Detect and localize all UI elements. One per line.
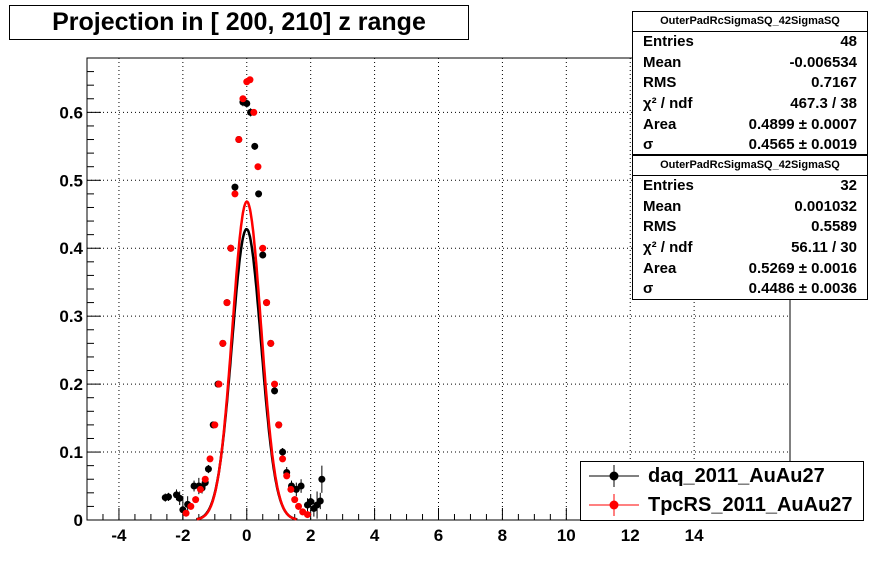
stats-box-tpcrs: OuterPadRcSigmaSQ_42SigmaSQ Entries 32 Me…	[632, 155, 868, 300]
data-point-tpcrs	[182, 509, 190, 517]
data-point-daq	[243, 100, 251, 108]
x-tick-label: -2	[175, 526, 190, 545]
data-point-tpcrs	[263, 299, 271, 307]
data-point-tpcrs	[235, 136, 243, 144]
stats-row-sigma: σ 0.4565 ± 0.0019	[643, 136, 857, 154]
data-point-tpcrs	[223, 299, 231, 307]
data-point-tpcrs	[227, 244, 235, 252]
legend-marker-daq	[589, 465, 639, 487]
data-point-daq	[231, 183, 239, 191]
chart-title-box: Projection in [ 200, 210] z range	[9, 5, 469, 40]
stats-row-entries: Entries 32	[643, 177, 857, 194]
data-point-tpcrs	[192, 496, 200, 504]
data-point-tpcrs	[287, 485, 295, 493]
stats-row-area: Area 0.5269 ± 0.0016	[643, 259, 857, 277]
x-tick-label: 6	[434, 526, 443, 545]
data-point-daq	[259, 251, 267, 259]
data-point-tpcrs	[211, 421, 219, 429]
stats-row-rms: RMS 0.7167	[643, 74, 857, 92]
data-point-tpcrs	[206, 455, 214, 463]
x-tick-label: 12	[621, 526, 640, 545]
data-point-daq	[204, 465, 212, 473]
data-point-tpcrs	[291, 496, 299, 504]
data-point-tpcrs	[295, 502, 303, 510]
legend-entry-daq: daq_2011_AuAu27	[581, 462, 863, 491]
data-point-tpcrs	[254, 163, 262, 171]
data-point-tpcrs	[303, 511, 311, 519]
stats-row-chi2: χ² / ndf 56.11 / 30	[643, 239, 857, 257]
y-tick-label: 0.2	[59, 375, 83, 394]
data-point-tpcrs	[279, 455, 287, 463]
data-point-daq	[316, 497, 324, 505]
data-point-tpcrs	[219, 339, 227, 347]
data-point-daq	[271, 387, 279, 395]
stats-row-mean: Mean -0.006534	[643, 53, 857, 71]
y-tick-label: 0.1	[59, 443, 83, 462]
data-point-daq	[176, 494, 184, 502]
y-tick-label: 0	[74, 511, 83, 530]
fit-curve-tpcrs	[196, 200, 297, 521]
stats-row-chi2: χ² / ndf 467.3 / 38	[643, 95, 857, 113]
data-point-tpcrs	[271, 380, 279, 388]
data-point-daq	[190, 482, 198, 490]
data-point-daq	[255, 190, 263, 198]
legend-marker-tpcrs	[589, 494, 639, 516]
data-point-tpcrs	[231, 190, 239, 198]
stats-row-mean: Mean 0.001032	[643, 197, 857, 215]
x-tick-label: 0	[242, 526, 251, 545]
data-point-tpcrs	[246, 76, 254, 84]
data-point-daq	[297, 482, 305, 490]
data-point-daq	[318, 475, 326, 483]
legend-label-daq: daq_2011_AuAu27	[648, 465, 825, 487]
y-tick-label: 0.4	[59, 239, 83, 258]
stats-row-rms: RMS 0.5589	[643, 218, 857, 236]
data-point-daq	[251, 142, 259, 150]
data-point-tpcrs	[239, 95, 247, 103]
stats-box-header: OuterPadRcSigmaSQ_42SigmaSQ	[633, 12, 867, 32]
stats-box-header: OuterPadRcSigmaSQ_42SigmaSQ	[633, 156, 867, 176]
legend-entry-tpcrs: TpcRS_2011_AuAu27	[581, 491, 863, 520]
x-tick-label: 2	[306, 526, 315, 545]
stats-row-sigma: σ 0.4486 ± 0.0036	[643, 280, 857, 298]
stats-row-entries: Entries 48	[643, 33, 857, 50]
y-tick-label: 0.5	[59, 171, 83, 190]
x-tick-label: 14	[685, 526, 704, 545]
data-point-tpcrs	[267, 339, 275, 347]
data-point-tpcrs	[250, 108, 258, 116]
legend: daq_2011_AuAu27 TpcRS_2011_AuAu27	[580, 461, 864, 521]
x-tick-label: -4	[111, 526, 127, 545]
x-tick-label: 4	[370, 526, 380, 545]
data-point-tpcrs	[201, 475, 209, 483]
data-point-tpcrs	[196, 485, 204, 493]
data-point-daq	[164, 493, 172, 501]
data-point-tpcrs	[259, 244, 267, 252]
y-tick-label: 0.6	[59, 103, 83, 122]
data-point-tpcrs	[283, 472, 291, 480]
x-tick-label: 8	[498, 526, 507, 545]
legend-label-tpcrs: TpcRS_2011_AuAu27	[648, 494, 853, 516]
stats-row-area: Area 0.4899 ± 0.0007	[643, 115, 857, 133]
data-point-daq	[279, 448, 287, 456]
y-tick-label: 0.3	[59, 307, 83, 326]
x-tick-label: 10	[557, 526, 576, 545]
chart-title: Projection in [ 200, 210] z range	[52, 8, 426, 36]
data-point-daq	[307, 498, 315, 506]
data-point-tpcrs	[187, 502, 195, 510]
data-point-tpcrs	[275, 421, 283, 429]
data-point-tpcrs	[215, 380, 223, 388]
stats-box-daq: OuterPadRcSigmaSQ_42SigmaSQ Entries 48 Me…	[632, 11, 868, 155]
